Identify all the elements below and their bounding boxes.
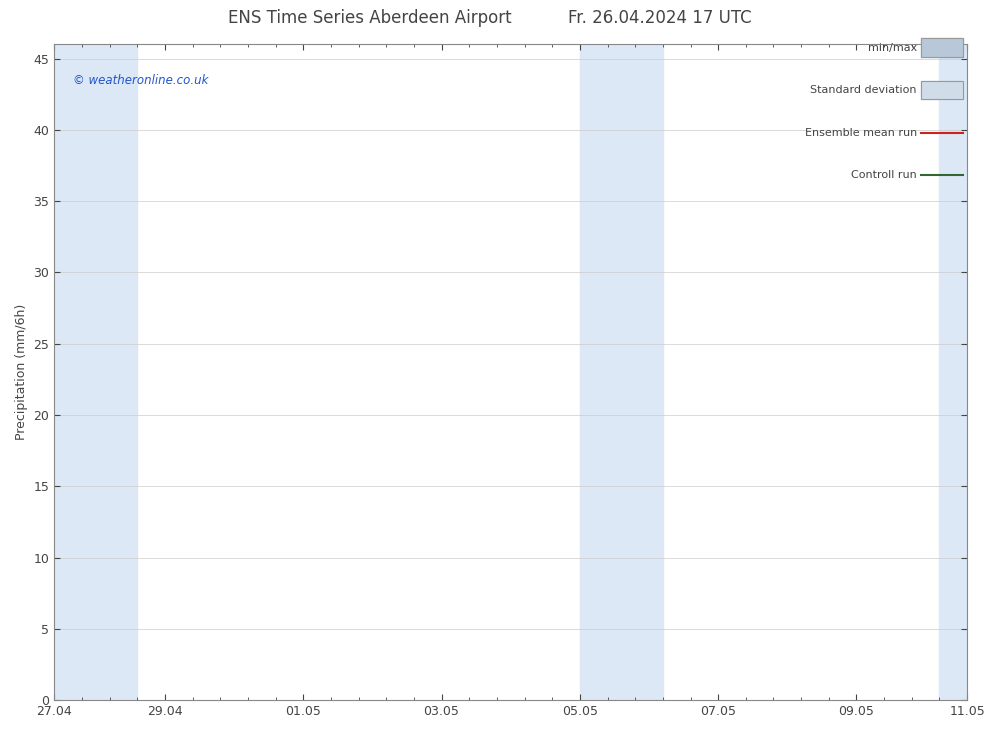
Bar	[939, 44, 967, 700]
Text: © weatheronline.co.uk: © weatheronline.co.uk	[73, 74, 208, 86]
Bar	[921, 81, 963, 100]
Text: Fr. 26.04.2024 17 UTC: Fr. 26.04.2024 17 UTC	[568, 10, 752, 27]
Bar	[54, 44, 137, 700]
Text: ENS Time Series Aberdeen Airport: ENS Time Series Aberdeen Airport	[228, 10, 512, 27]
Text: Controll run: Controll run	[851, 171, 917, 180]
Bar	[921, 38, 963, 56]
Bar	[921, 38, 963, 56]
Text: min/max: min/max	[868, 43, 917, 53]
Y-axis label: Precipitation (mm/6h): Precipitation (mm/6h)	[15, 304, 28, 441]
Bar	[580, 44, 663, 700]
Text: Ensemble mean run: Ensemble mean run	[805, 128, 917, 138]
Bar	[921, 81, 963, 100]
Text: Standard deviation: Standard deviation	[810, 85, 917, 95]
